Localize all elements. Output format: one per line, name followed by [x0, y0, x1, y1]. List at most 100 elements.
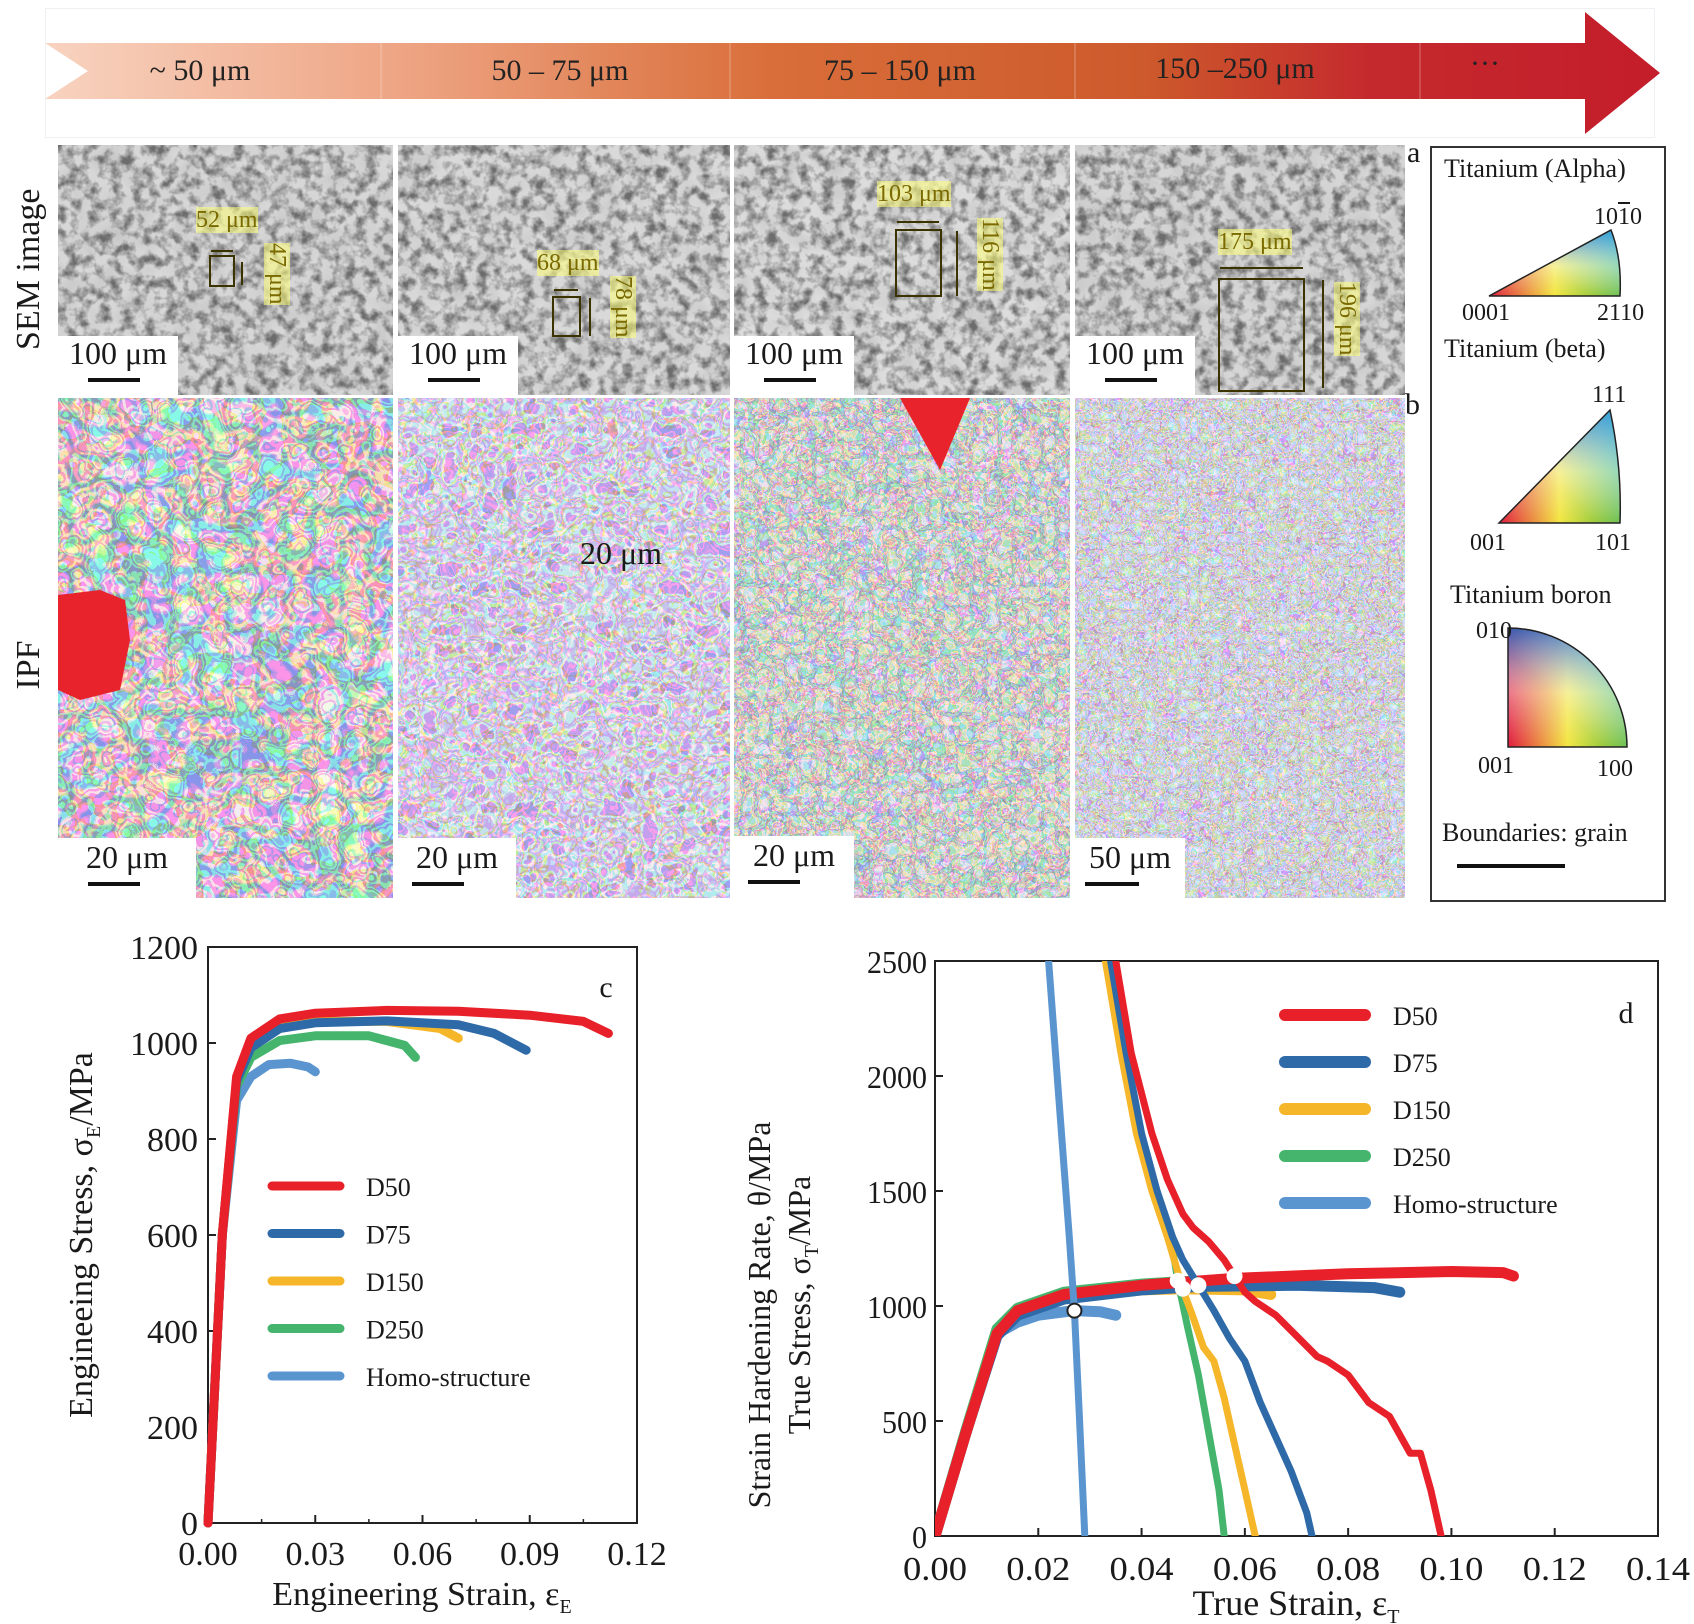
x-tick-label: 0.12	[1523, 1551, 1587, 1588]
x-tick-label: 0.09	[500, 1536, 560, 1573]
legend-label: Homo-structure	[366, 1363, 531, 1392]
legend-label: D250	[366, 1316, 424, 1345]
legend-label: D75	[366, 1221, 411, 1250]
legend-label: D150	[1393, 1096, 1451, 1125]
legend-index-beta-top: 111	[1592, 382, 1627, 408]
legend-boundaries-label: Boundaries: grain	[1442, 818, 1628, 847]
legend-label: Homo-structure	[1393, 1190, 1558, 1219]
x-tick-label: 0.06	[1213, 1551, 1277, 1588]
scale-bar-box: 100 μm	[58, 336, 178, 395]
stress-curve-d50	[935, 1266, 1519, 1536]
legend-index-beta-right: 101	[1595, 530, 1631, 556]
plot-frame	[934, 960, 1659, 1537]
y-tick-label: 800	[147, 1122, 198, 1159]
segment-label: ~ 50 μm	[149, 54, 251, 87]
scale-bar-box: 20 μm	[58, 838, 196, 898]
legend-title-boron: Titanium boron	[1450, 580, 1612, 609]
x-tick-label: 0.12	[607, 1536, 667, 1573]
x-tick-label: 0.00	[178, 1536, 238, 1573]
panel-letter-d: d	[1619, 997, 1634, 1030]
ipf-map-2	[398, 398, 730, 898]
measure-width-label: 175 μm	[1218, 229, 1292, 255]
x-tick-label: 0.10	[1419, 1551, 1483, 1588]
chart-c-engineering-stress-strain: 0 200 400 600 800 1000 1200 0.00 0.03 0.06 0.09 0.1…	[63, 930, 667, 1618]
plot-series	[935, 961, 1519, 1536]
segment-label: 150 –250 μm	[1155, 52, 1315, 85]
beta-stereographic-triangle	[1497, 408, 1622, 524]
hardening-curve-homo-structure	[1045, 961, 1089, 1536]
y-tick-label: 500	[882, 1404, 927, 1440]
scale-bar-box: 20 μm	[734, 836, 854, 898]
panel-letter-c: c	[599, 971, 612, 1004]
measure-box-2	[552, 289, 591, 337]
legend-index-boron-right: 100	[1597, 756, 1633, 782]
x-tick-label: 0.00	[903, 1551, 967, 1588]
intersection-marker	[1174, 1280, 1191, 1297]
scale-bar	[412, 882, 464, 886]
x-tick-label: 0.02	[1006, 1551, 1070, 1588]
y-axis-label-stress: True Stress, σT/MPa	[781, 1176, 823, 1435]
series-line-homo-structure	[203, 1058, 320, 1528]
legend-index-boron-top: 010	[1476, 618, 1512, 644]
measure-width-label: 52 μm	[196, 207, 258, 233]
ipf-map-3	[734, 398, 1070, 898]
measure-box-4	[1218, 267, 1324, 392]
scale-bar-label: 100 μm	[744, 335, 844, 371]
legend-label: D250	[1393, 1143, 1451, 1172]
x-tick-label: 0.06	[393, 1536, 453, 1573]
y-axis-label-hardening: Strain Hardening Rate, θ/MPa	[741, 1122, 777, 1509]
ipf-map-4	[1075, 398, 1405, 898]
legend-index-beta-left: 001	[1470, 530, 1506, 556]
hardening-curve-d50	[1112, 961, 1445, 1536]
series-line-d50	[203, 1005, 613, 1528]
scale-bar-label: 20 μm	[752, 837, 836, 873]
scale-bar-label: 50 μm	[1088, 839, 1172, 875]
panel-letter-a: a	[1407, 136, 1421, 169]
y-tick-label: 200	[147, 1410, 198, 1447]
scale-bar-box: 50 μm	[1075, 838, 1185, 898]
y-tick-label: 0	[912, 1519, 927, 1555]
red-grain	[58, 590, 130, 700]
y-tick-label: 1000	[130, 1026, 198, 1063]
y-tick-label: 0	[181, 1506, 198, 1543]
hardening-curve-d150	[1101, 961, 1259, 1536]
ipf-maps	[58, 398, 1405, 898]
y-tick-label: 1000	[867, 1289, 927, 1325]
y-tick-label: 600	[147, 1218, 198, 1255]
ipf-overlay-label: 20 μm	[580, 535, 663, 571]
y-tick-label: 2500	[867, 944, 927, 980]
y-tick-label: 2000	[867, 1059, 927, 1095]
measure-width-label: 103 μm	[877, 181, 951, 207]
y-tick-label: 1200	[130, 930, 198, 967]
legend-label: D50	[1393, 1002, 1438, 1031]
grain-size-arrow	[45, 12, 1660, 134]
scale-bar-label: 100 μm	[408, 335, 508, 371]
scale-bar-box: 20 μm	[398, 838, 516, 898]
intersection-marker	[1226, 1268, 1243, 1285]
x-axis-label: True Strain, εT	[1192, 1583, 1399, 1624]
measure-width-label: 68 μm	[537, 250, 599, 276]
scale-bar	[748, 880, 800, 884]
legend-index-alpha-right: 2110	[1597, 300, 1645, 326]
x-tick-label: 0.14	[1626, 1551, 1690, 1588]
intersection-marker	[1190, 1277, 1207, 1294]
scale-bar-box: 100 μm	[398, 336, 518, 395]
color-key-graphics	[1457, 228, 1628, 868]
legend-index-alpha-top: 11010	[1594, 204, 1642, 230]
x-tick-label: 0.08	[1316, 1551, 1380, 1588]
segment-label: 75 – 150 μm	[824, 54, 976, 87]
hardening-curve-d75	[1107, 961, 1316, 1536]
scale-bar	[428, 378, 480, 382]
legend-label: D75	[1393, 1049, 1438, 1078]
arrow-shape	[45, 12, 1660, 134]
measure-box-1	[209, 250, 243, 287]
legend-label: D150	[366, 1268, 424, 1297]
scale-bar-label: 20 μm	[85, 839, 169, 875]
scale-bar	[1105, 378, 1157, 382]
boron-quarter-circle	[1507, 627, 1628, 748]
scale-bar	[88, 378, 140, 382]
scale-bar-box: 100 μm	[1075, 336, 1195, 395]
scale-bar	[88, 882, 140, 886]
y-tick-label: 1500	[867, 1174, 927, 1210]
chart-d-true-stress-hardening: 0 500 1000 1500 2000 2500 0.00 0.02 0.04 0.06 0.08…	[741, 944, 1690, 1624]
